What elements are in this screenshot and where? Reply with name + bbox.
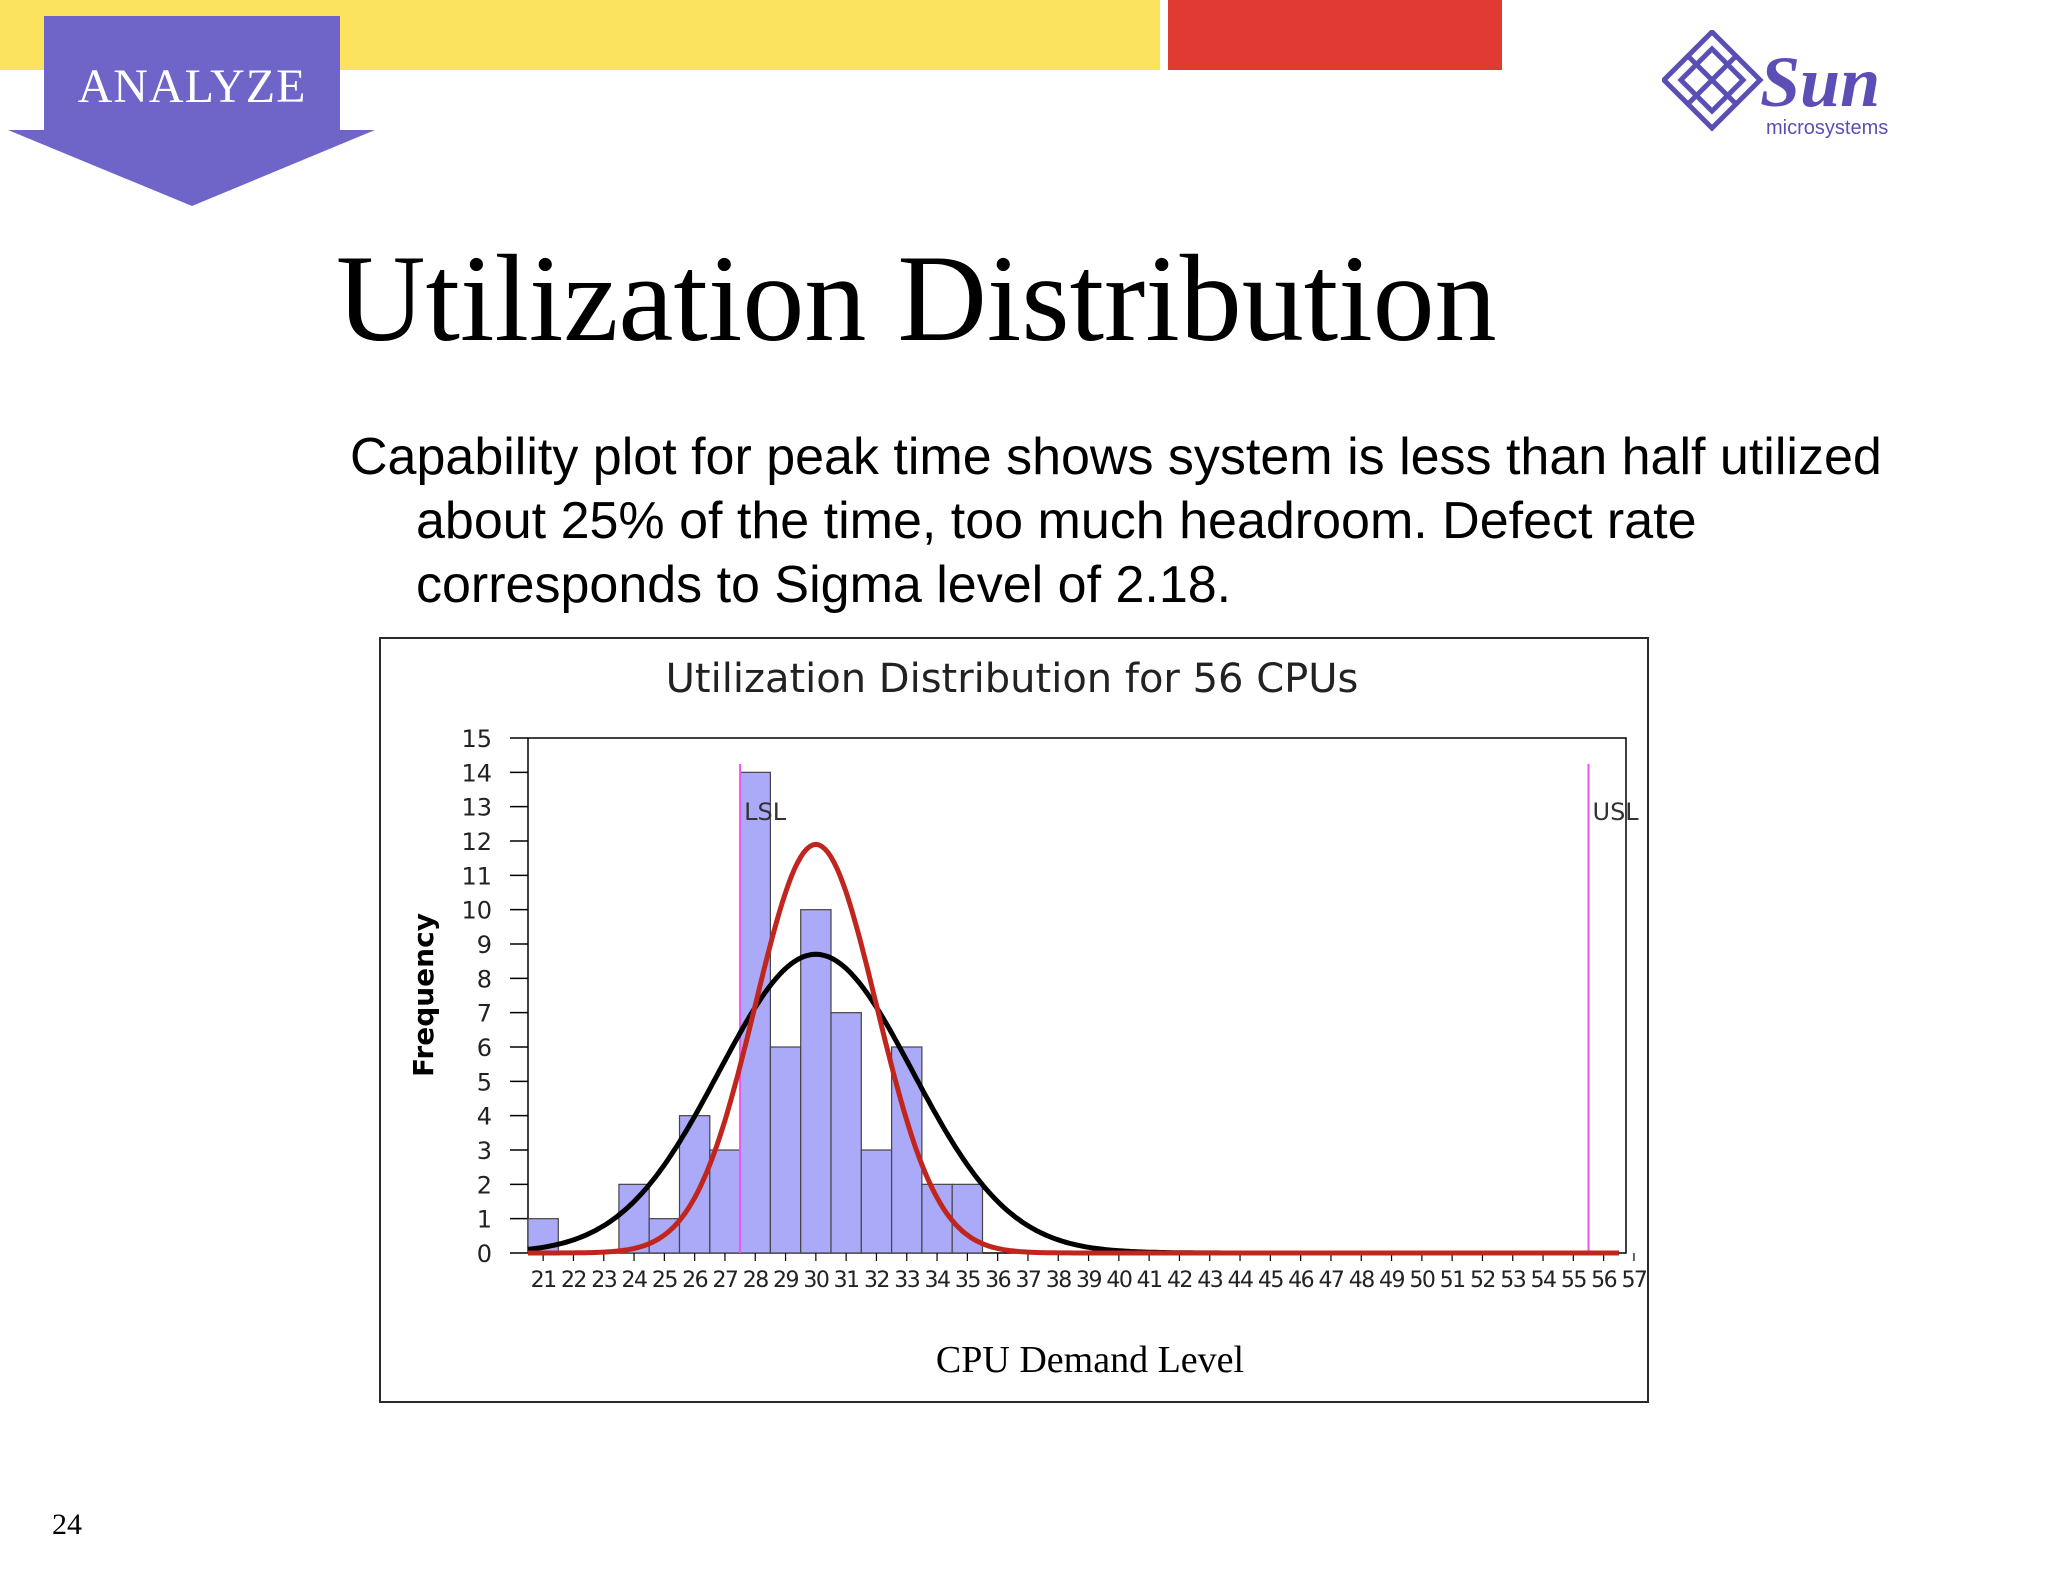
x-tick-label: 34 xyxy=(925,1268,950,1293)
spec-limit-label: LSL xyxy=(744,798,787,826)
x-tick-label: 33 xyxy=(894,1268,919,1293)
histogram-bar xyxy=(830,1012,862,1254)
x-tick-label: 51 xyxy=(1440,1268,1465,1293)
x-tick-label: 29 xyxy=(773,1268,798,1293)
page-number: 24 xyxy=(52,1508,82,1541)
x-tick-label: 21 xyxy=(531,1268,556,1293)
y-tick-label: 4 xyxy=(477,1103,492,1131)
x-axis-label: CPU Demand Level xyxy=(936,1339,1244,1381)
x-tick-label: 39 xyxy=(1076,1268,1101,1293)
x-tick-label: 42 xyxy=(1167,1268,1192,1293)
histogram-bar xyxy=(618,1183,650,1254)
x-tick-label: 31 xyxy=(834,1268,859,1293)
histogram-bar xyxy=(769,1046,802,1254)
y-tick-label: 11 xyxy=(461,862,492,890)
logo-subtext: microsystems xyxy=(1766,117,1888,139)
x-tick-label: 23 xyxy=(591,1268,616,1293)
sun-logo: Sun microsystems xyxy=(1662,30,1888,139)
header-red-bar xyxy=(1168,0,1502,70)
x-tick-label: 43 xyxy=(1197,1268,1222,1293)
x-tick-label: 54 xyxy=(1531,1268,1556,1293)
y-tick-label: 5 xyxy=(477,1068,492,1096)
section-label: ANALYZE xyxy=(77,59,307,113)
histogram-bar xyxy=(709,1149,741,1254)
x-tick-label: 26 xyxy=(682,1268,707,1293)
spec-limit-label: USL xyxy=(1593,798,1640,826)
y-tick-label: 12 xyxy=(461,828,492,856)
x-tick-label: 35 xyxy=(955,1268,980,1293)
x-tick-label: 27 xyxy=(712,1268,737,1293)
y-tick-label: 2 xyxy=(477,1171,492,1199)
chart-frame xyxy=(379,637,1649,1403)
x-tick-label: 57 xyxy=(1621,1268,1646,1293)
x-tick-label: 44 xyxy=(1228,1268,1253,1293)
x-tick-label: 41 xyxy=(1137,1268,1162,1293)
x-tick-label: 52 xyxy=(1470,1268,1495,1293)
x-tick-label: 46 xyxy=(1288,1268,1313,1293)
y-axis-label: Frequency xyxy=(407,913,440,1077)
y-tick-label: 3 xyxy=(477,1137,492,1165)
x-tick-label: 53 xyxy=(1500,1268,1525,1293)
x-tick-label: 30 xyxy=(803,1268,828,1293)
x-tick-label: 22 xyxy=(561,1268,586,1293)
x-tick-label: 38 xyxy=(1046,1268,1071,1293)
sun-emblem-icon xyxy=(1662,30,1764,132)
x-tick-label: 28 xyxy=(743,1268,768,1293)
x-tick-label: 48 xyxy=(1349,1268,1374,1293)
slide-title: Utilization Distribution xyxy=(336,230,1497,367)
histogram-bar xyxy=(678,1115,711,1254)
chart-title: Utilization Distribution for 56 CPUs xyxy=(666,656,1359,702)
x-tick-label: 55 xyxy=(1561,1268,1586,1293)
histogram-bar xyxy=(800,909,832,1254)
histogram-bar xyxy=(860,1149,893,1254)
fitted-curve xyxy=(528,841,1619,1256)
y-tick-label: 9 xyxy=(477,931,492,959)
analyze-badge xyxy=(8,16,375,206)
y-tick-label: 0 xyxy=(477,1240,492,1268)
x-tick-label: 24 xyxy=(622,1268,647,1293)
y-tick-label: 7 xyxy=(477,1000,492,1028)
x-tick-label: 25 xyxy=(652,1268,677,1293)
y-tick-label: 14 xyxy=(461,759,492,787)
x-tick-label: 37 xyxy=(1015,1268,1040,1293)
x-tick-label: 40 xyxy=(1106,1268,1131,1293)
y-tick-label: 15 xyxy=(461,725,492,753)
y-tick-label: 1 xyxy=(477,1206,492,1234)
x-tick-label: 45 xyxy=(1258,1268,1283,1293)
x-tick-label: 50 xyxy=(1409,1268,1434,1293)
x-tick-label: 36 xyxy=(985,1268,1010,1293)
x-tick-label: 32 xyxy=(864,1268,889,1293)
y-tick-label: 8 xyxy=(477,965,492,993)
y-tick-label: 6 xyxy=(477,1034,492,1062)
y-tick-label: 13 xyxy=(461,794,492,822)
x-tick-label: 47 xyxy=(1318,1268,1343,1293)
x-tick-label: 56 xyxy=(1591,1268,1616,1293)
body-text: Capability plot for peak time shows syst… xyxy=(350,428,1882,614)
logo-wordmark: Sun xyxy=(1760,42,1880,122)
x-tick-label: 49 xyxy=(1379,1268,1404,1293)
y-tick-label: 10 xyxy=(461,897,492,925)
